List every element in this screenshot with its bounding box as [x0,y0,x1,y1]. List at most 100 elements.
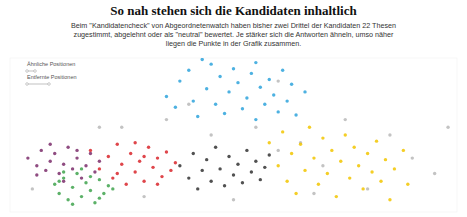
point [285,99,288,102]
point [205,158,208,161]
point [411,156,414,159]
point [344,118,347,121]
point [214,146,217,149]
point [259,178,262,181]
point [98,159,101,162]
point [89,152,92,155]
point [254,159,257,162]
point [214,103,217,106]
point [174,161,177,164]
point [57,192,60,195]
point [312,156,315,159]
point [277,79,280,82]
point [80,167,83,170]
point [165,118,168,121]
point [89,189,92,192]
point [142,195,145,198]
point [254,118,257,121]
point [299,143,302,146]
point [26,156,29,159]
point [107,155,110,158]
point [66,146,69,149]
point [277,110,280,113]
point [285,180,288,183]
point [209,133,212,136]
point [209,180,212,183]
point [84,164,87,167]
point [57,172,60,175]
point [384,158,387,161]
point [98,167,101,170]
point [156,156,159,159]
point [218,75,221,78]
point [348,176,351,179]
point [133,170,136,173]
title: So nah stehen sich die Kandidaten inhalt… [0,3,467,19]
point [290,152,293,155]
point [196,115,199,118]
point [178,79,181,82]
point [71,203,74,206]
point [75,172,78,175]
point [62,176,65,179]
point [53,152,56,155]
point [147,146,150,149]
point [98,178,101,181]
point [129,152,132,155]
point [232,173,235,176]
point [120,126,123,129]
point [268,141,271,144]
point [357,164,360,167]
point [156,183,159,186]
point [259,86,262,89]
point [89,175,92,178]
point [142,155,145,158]
point [326,172,329,175]
point [49,159,52,162]
point [406,183,409,186]
point [352,146,355,149]
point [250,72,253,75]
point [236,163,239,166]
point [49,143,52,146]
point [303,90,306,93]
point [57,180,60,183]
point [201,169,204,172]
point [227,155,230,158]
point [232,198,235,201]
point [250,170,253,173]
point [62,180,65,183]
point [120,163,123,166]
point [294,192,297,195]
point [93,201,96,204]
point [107,184,110,187]
point [71,186,74,189]
key-dot [26,70,29,73]
point [205,87,208,90]
point [116,172,119,175]
point [192,152,195,155]
point [281,130,284,133]
point [321,164,324,167]
point [66,198,69,201]
point [98,126,101,129]
point [281,69,284,72]
point [80,195,83,198]
annotation: Ähnliche Positionen [27,61,75,67]
point [254,61,257,64]
point [75,149,78,152]
point [294,113,297,116]
point [89,149,92,152]
point [116,143,119,146]
point [201,58,204,61]
point [335,195,338,198]
point [268,153,271,156]
point [160,175,163,178]
point [268,78,271,81]
point [375,139,378,142]
point [196,187,199,190]
chart: Ähnliche PositionenEntfernte Positionen [0,0,467,217]
point [370,170,373,173]
point [165,150,168,153]
point [75,156,78,159]
